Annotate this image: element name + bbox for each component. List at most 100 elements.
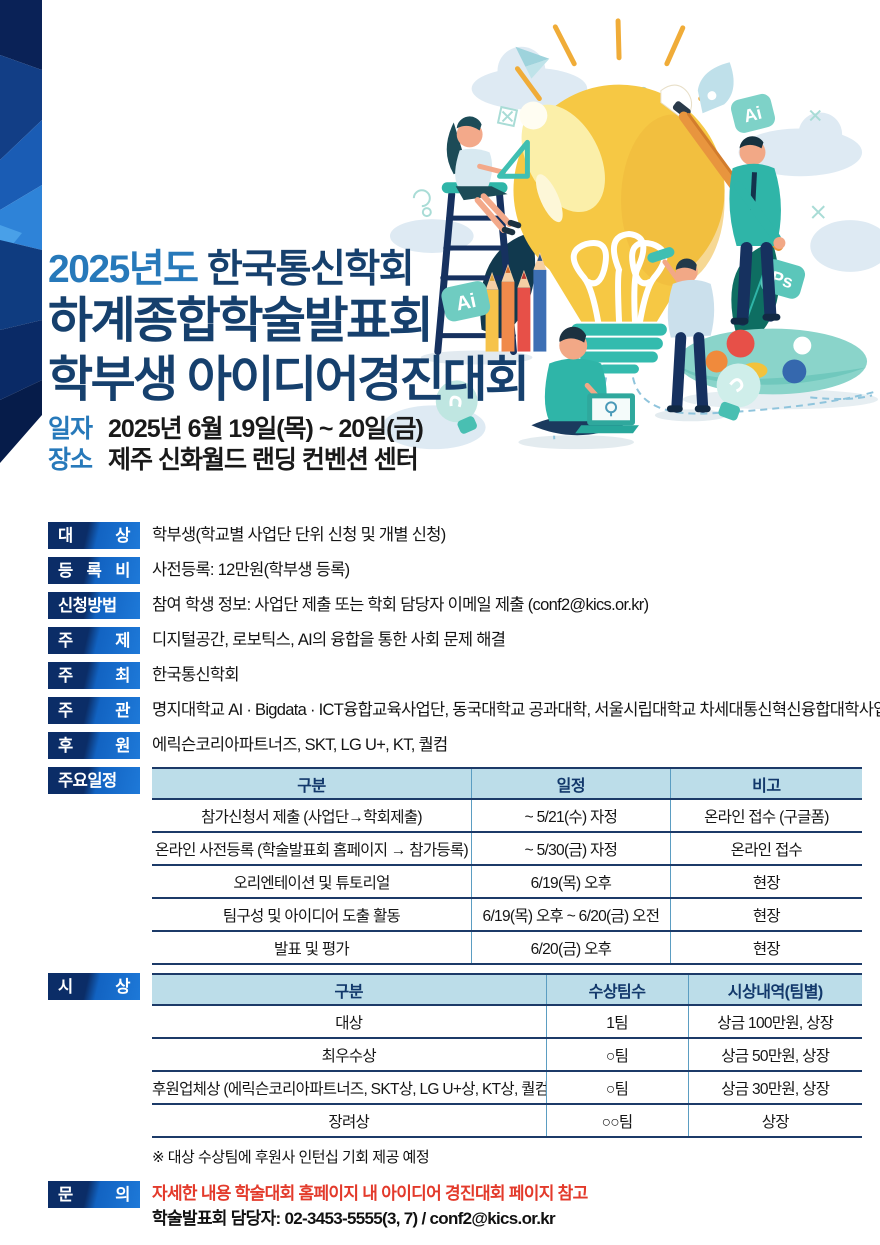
cell: 대상	[152, 1005, 547, 1039]
schedule-section: 주요일정 구분 일정 비고 참가신청서	[48, 767, 862, 965]
info-row-apply: 신청방법 참여 학생 정보: 사업단 제출 또는 학회 담당자 이메일 제출 (…	[48, 592, 862, 619]
table-row: 온라인 사전등록 (학술발표회 홈페이지 → 참가등록) ~ 5/30(금) 자…	[152, 832, 862, 866]
info-label: 신청방법	[48, 592, 140, 619]
schedule-header-row: 구분 일정 비고	[152, 767, 862, 800]
table-row: 장려상 ○○팀 상장	[152, 1104, 862, 1138]
cell: 팀구성 및 아이디어 도출 활동	[152, 898, 472, 932]
schedule-table: 구분 일정 비고 참가신청서 제출 (사업단→학회제출) ~ 5/21(수) 자…	[152, 767, 862, 965]
info-section: 대 상 학부생(학교별 사업단 단위 신청 및 개별 신청) 등 록 비 사전등…	[48, 522, 880, 1231]
cell: 오리엔테이션 및 튜토리얼	[152, 865, 472, 899]
awards-col-teams: 수상팀수	[545, 973, 689, 1006]
awards-col-prize: 시상내역(팀별)	[687, 973, 862, 1006]
filament-icon	[570, 231, 668, 325]
poster-title-line1: 2025년도 한국통신학회	[48, 248, 862, 292]
table-row: 대상 1팀 상금 100만원, 상장	[152, 1005, 862, 1039]
cell: 현장	[669, 898, 862, 932]
svg-text:Ai: Ai	[742, 103, 764, 127]
info-row-sponsor: 후 원 에릭슨코리아파트너즈, SKT, LG U+, KT, 퀄컴	[48, 732, 862, 759]
awards-section: 시 상 구분 수상팀수 시상내역(팀별)	[48, 973, 862, 1138]
poster-title-line2: 하계종합학술발표회	[48, 294, 434, 348]
cell: 장려상	[152, 1104, 547, 1138]
colored-pencils-icon	[485, 251, 547, 352]
ai-badge-icon: Ai	[441, 281, 491, 322]
cell: 6/20(금) 오후	[471, 931, 671, 965]
cell: 상금 100만원, 상장	[687, 1005, 862, 1039]
info-row-target: 대 상 학부생(학교별 사업단 단위 신청 및 개별 신청)	[48, 522, 862, 549]
man-at-bulb-base	[647, 247, 715, 413]
info-label: 주 제	[48, 627, 140, 654]
info-row-topic: 주 제 디지털공간, 로보틱스, AI의 융합을 통한 사회 문제 해결	[48, 627, 862, 654]
cell: 참가신청서 제출 (사업단→학회제출)	[152, 799, 472, 833]
info-row-organizer: 주 관 명지대학교 AI · Bigdata · ICT융합교육사업단, 동국대…	[48, 697, 880, 724]
person-with-laptop	[531, 326, 639, 436]
cell: 현장	[669, 865, 862, 899]
contact-label: 문 의	[48, 1181, 140, 1208]
schedule-col-date: 일정	[471, 767, 671, 800]
table-row: 발표 및 평가 6/20(금) 오후 현장	[152, 931, 862, 965]
info-value: 참여 학생 정보: 사업단 제출 또는 학회 담당자 이메일 제출 (conf2…	[152, 596, 649, 614]
cell: 최우수상	[152, 1038, 547, 1072]
info-row-host: 주 최 한국통신학회	[48, 662, 862, 689]
cell: 온라인 사전등록 (학술발표회 홈페이지 → 참가등록)	[152, 832, 472, 866]
cell: 발표 및 평가	[152, 931, 472, 965]
info-label: 대 상	[48, 522, 140, 549]
info-label: 주 관	[48, 697, 140, 724]
title-year: 2025년도	[48, 248, 199, 291]
cell: 6/19(목) 오후 ~ 6/20(금) 오전	[471, 898, 671, 932]
awards-col-category: 구분	[152, 973, 547, 1006]
info-value: 에릭슨코리아파트너즈, SKT, LG U+, KT, 퀄컴	[152, 736, 448, 754]
table-row: 오리엔테이션 및 튜토리얼 6/19(목) 오후 현장	[152, 865, 862, 899]
awards-note: ※ 대상 수상팀에 후원사 인턴십 기회 제공 예정	[152, 1149, 430, 1166]
poster-title-line3: 학부생 아이디어경진대회	[48, 353, 530, 407]
cell: ○팀	[545, 1038, 689, 1072]
contact-phone-email: 학술발표회 담당자: 02-3453-5555(3, 7) / conf2@ki…	[152, 1209, 556, 1228]
table-row: 후원업체상 (에릭슨코리아파트너즈, SKT상, LG U+상, KT상, 퀄컴…	[152, 1071, 862, 1105]
cell: 상장	[687, 1104, 862, 1138]
schedule-label: 주요일정	[48, 767, 140, 794]
venue-label: 장소	[48, 446, 93, 474]
info-label: 후 원	[48, 732, 140, 759]
woman-on-ladder	[441, 116, 530, 236]
cell: ~ 5/30(금) 자정	[471, 832, 671, 866]
event-date-line: 일자 2025년 6월 19일(목) ~ 20일(금)	[48, 414, 862, 445]
info-value: 학부생(학교별 사업단 단위 신청 및 개별 신청)	[152, 526, 446, 544]
info-value: 명지대학교 AI · Bigdata · ICT융합교육사업단, 동국대학교 공…	[152, 701, 880, 719]
info-row-fee: 등 록 비 사전등록: 12만원(학부생 등록)	[48, 557, 862, 584]
cell: ○팀	[545, 1071, 689, 1105]
left-decoration-strip	[0, 0, 42, 463]
table-row: 팀구성 및 아이디어 도출 활동 6/19(목) 오후 ~ 6/20(금) 오전…	[152, 898, 862, 932]
cell: 상금 50만원, 상장	[687, 1038, 862, 1072]
event-venue-line: 장소 제주 신화월드 랜딩 컨벤션 센터	[48, 445, 862, 476]
schedule-col-category: 구분	[152, 767, 472, 800]
schedule-col-remark: 비고	[669, 767, 862, 800]
cell: 온라인 접수	[669, 832, 862, 866]
sparkle-icon	[412, 105, 825, 219]
table-row: 참가신청서 제출 (사업단→학회제출) ~ 5/21(수) 자정 온라인 접수 …	[152, 799, 862, 833]
info-value: 디지털공간, 로보틱스, AI의 융합을 통한 사회 문제 해결	[152, 631, 506, 649]
table-row: 최우수상 ○팀 상금 50만원, 상장	[152, 1038, 862, 1072]
event-meta: 일자 2025년 6월 19일(목) ~ 20일(금) 장소 제주 신화월드 랜…	[48, 414, 862, 476]
bulb-screw-base	[571, 323, 667, 374]
contact-section: 문 의 자세한 내용 학술대회 홈페이지 내 아이디어 경진대회 페이지 참고 …	[48, 1181, 862, 1231]
cell: 상금 30만원, 상장	[687, 1071, 862, 1105]
venue-value: 제주 신화월드 랜딩 컨벤션 센터	[108, 446, 419, 474]
doodle-bulb-icon	[435, 363, 761, 434]
awards-label: 시 상	[48, 973, 140, 1000]
paper-plane-icon	[515, 46, 550, 79]
hero-illustration: Ai Ai Ps	[382, 18, 880, 450]
contact-homepage-note: 자세한 내용 학술대회 홈페이지 내 아이디어 경진대회 페이지 참고	[152, 1184, 588, 1203]
svg-text:Ai: Ai	[454, 290, 478, 316]
cell: 1팀	[545, 1005, 689, 1039]
ai-badge-icon: Ai	[730, 93, 776, 133]
info-value: 사전등록: 12만원(학부생 등록)	[152, 561, 350, 579]
info-value: 한국통신학회	[152, 666, 240, 684]
date-label: 일자	[48, 415, 93, 443]
cell: 6/19(목) 오후	[471, 865, 671, 899]
date-value: 2025년 6월 19일(목) ~ 20일(금)	[108, 415, 424, 443]
info-label: 주 최	[48, 662, 140, 689]
cell: 온라인 접수 (구글폼)	[669, 799, 862, 833]
cell: 후원업체상 (에릭슨코리아파트너즈, SKT상, LG U+상, KT상, 퀄컴…	[152, 1071, 547, 1105]
awards-table: 구분 수상팀수 시상내역(팀별) 대상 1팀 상금 100만원, 상장	[152, 973, 862, 1138]
awards-header-row: 구분 수상팀수 시상내역(팀별)	[152, 973, 862, 1006]
cell: ○○팀	[545, 1104, 689, 1138]
